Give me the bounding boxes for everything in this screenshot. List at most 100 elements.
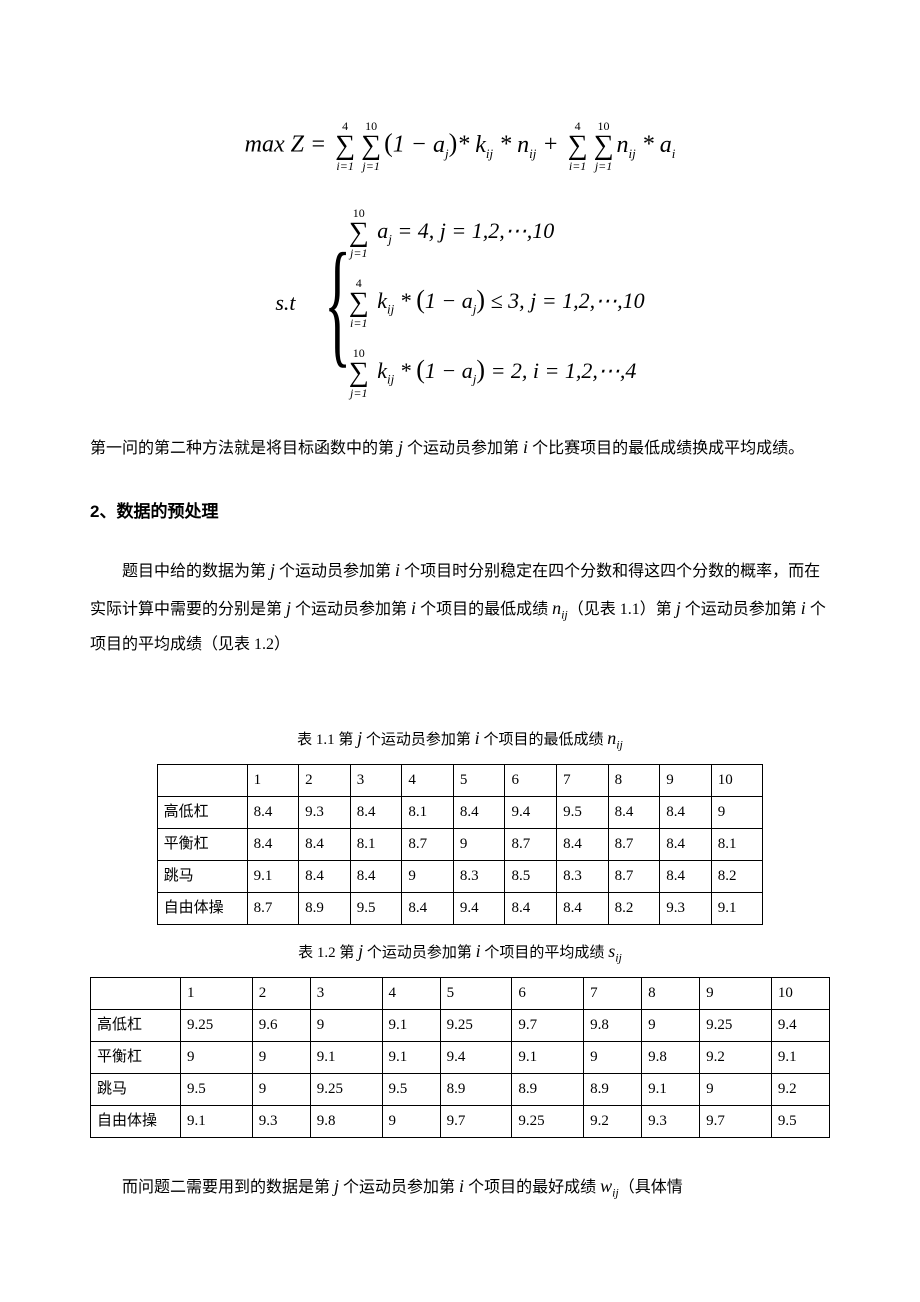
sigma-4: 10 ∑ j=1	[594, 120, 614, 172]
table-header-cell: 4	[382, 977, 440, 1009]
table-header-row: 12345678910	[157, 764, 763, 796]
var-wij: wij	[600, 1176, 619, 1196]
table-header-cell: 1	[247, 764, 299, 796]
table-cell: 8.4	[660, 860, 712, 892]
table-cell: 9.5	[771, 1105, 829, 1137]
table-header-cell	[157, 764, 247, 796]
table-cell: 9.4	[771, 1009, 829, 1041]
row-label: 跳马	[91, 1073, 181, 1105]
constraint-3: 10∑j=1 kij * (1 − aj) = 2, i = 1,2,⋯,4	[346, 347, 637, 399]
table-cell: 9.1	[382, 1041, 440, 1073]
table-row: 自由体操8.78.99.58.49.48.48.48.29.39.1	[157, 892, 763, 924]
row-label: 跳马	[157, 860, 247, 892]
table-cell: 8.4	[299, 860, 351, 892]
row-label: 自由体操	[91, 1105, 181, 1137]
table-row: 高低杠8.49.38.48.18.49.49.58.48.49	[157, 796, 763, 828]
table-header-cell: 5	[453, 764, 505, 796]
table-row: 平衡杠999.19.19.49.199.89.29.1	[91, 1041, 830, 1073]
table-cell: 9	[711, 796, 763, 828]
table-cell: 9.1	[642, 1073, 700, 1105]
table-header-row: 12345678910	[91, 977, 830, 1009]
st-label: s.t	[275, 283, 295, 323]
table-row: 自由体操9.19.39.899.79.259.29.39.79.5	[91, 1105, 830, 1137]
table-cell: 9.2	[584, 1105, 642, 1137]
table-cell: 9.1	[247, 860, 299, 892]
table-cell: 9.1	[711, 892, 763, 924]
row-label: 平衡杠	[157, 828, 247, 860]
table-cell: 9.25	[310, 1073, 382, 1105]
table-header-cell: 3	[310, 977, 382, 1009]
table-cell: 8.4	[660, 796, 712, 828]
table-cell: 9.3	[642, 1105, 700, 1137]
row-label: 高低杠	[157, 796, 247, 828]
table-cell: 9.8	[584, 1009, 642, 1041]
table-cell: 9.1	[181, 1105, 253, 1137]
table-header-cell: 3	[350, 764, 402, 796]
table-cell: 8.4	[505, 892, 557, 924]
table-cell: 8.4	[608, 796, 660, 828]
table-cell: 9.7	[700, 1105, 772, 1137]
row-label: 高低杠	[91, 1009, 181, 1041]
table-cell: 9.5	[181, 1073, 253, 1105]
table-header-cell: 6	[505, 764, 557, 796]
objective-line: max Z = 4 ∑ i=1 10 ∑ j=1 (1 − aj)* kij *…	[90, 120, 830, 172]
table-cell: 9.1	[310, 1041, 382, 1073]
table-header-cell: 2	[252, 977, 310, 1009]
table-cell: 8.9	[299, 892, 351, 924]
table-cell: 9.25	[700, 1009, 772, 1041]
table-header-cell: 10	[771, 977, 829, 1009]
table-cell: 8.4	[557, 828, 609, 860]
table-cell: 9	[382, 1105, 440, 1137]
table-cell: 9.4	[440, 1041, 512, 1073]
table1-caption: 表 1.1 第 j 个运动员参加第 i 个项目的最低成绩 nij	[90, 722, 830, 756]
table-cell: 9	[310, 1009, 382, 1041]
sigma-1: 4 ∑ i=1	[335, 120, 355, 172]
table-cell: 8.7	[608, 828, 660, 860]
table-cell: 9.8	[310, 1105, 382, 1137]
table-header-cell: 2	[299, 764, 351, 796]
table-header-cell: 6	[512, 977, 584, 1009]
table-header-cell	[91, 977, 181, 1009]
constraints-block: s.t { 10∑j=1 aj = 4, j = 1,2,⋯,10 4∑i=1 …	[275, 207, 644, 399]
row-label: 平衡杠	[91, 1041, 181, 1073]
table-header-cell: 8	[608, 764, 660, 796]
para-2: 题目中给的数据为第 j 个运动员参加第 i 个项目时分别稳定在四个分数和得这四个…	[90, 552, 830, 661]
table-cell: 9	[700, 1073, 772, 1105]
sigma-2: 10 ∑ j=1	[361, 120, 381, 172]
table-cell: 8.4	[350, 796, 402, 828]
table-cell: 9.3	[299, 796, 351, 828]
table-cell: 8.9	[440, 1073, 512, 1105]
table-header-cell: 7	[557, 764, 609, 796]
table-cell: 9.5	[557, 796, 609, 828]
table-cell: 8.1	[402, 796, 454, 828]
para-1: 第一问的第二种方法就是将目标函数中的第 j 个运动员参加第 i 个比赛项目的最低…	[90, 429, 830, 467]
table-cell: 9.25	[512, 1105, 584, 1137]
table-cell: 8.4	[453, 796, 505, 828]
table-cell: 8.4	[247, 828, 299, 860]
table-cell: 9.4	[453, 892, 505, 924]
table-cell: 8.4	[247, 796, 299, 828]
constraint-2: 4∑i=1 kij * (1 − aj) ≤ 3, j = 1,2,⋯,10	[346, 277, 645, 329]
table-cell: 9	[453, 828, 505, 860]
table-row: 跳马9.599.259.58.98.98.99.199.2	[91, 1073, 830, 1105]
table-cell: 9.2	[700, 1041, 772, 1073]
table-row: 平衡杠8.48.48.18.798.78.48.78.48.1	[157, 828, 763, 860]
table-cell: 9.6	[252, 1009, 310, 1041]
table-cell: 9.4	[505, 796, 557, 828]
table-cell: 8.4	[402, 892, 454, 924]
table-cell: 8.7	[247, 892, 299, 924]
table-header-cell: 7	[584, 977, 642, 1009]
table-cell: 9	[584, 1041, 642, 1073]
table-cell: 8.3	[453, 860, 505, 892]
table-header-cell: 10	[711, 764, 763, 796]
table-cell: 8.5	[505, 860, 557, 892]
table-cell: 8.4	[557, 892, 609, 924]
sigma-3: 4 ∑ i=1	[568, 120, 588, 172]
table-cell: 8.4	[660, 828, 712, 860]
table-cell: 8.1	[350, 828, 402, 860]
table-cell: 8.7	[608, 860, 660, 892]
para-3: 而问题二需要用到的数据是第 j 个运动员参加第 i 个项目的最好成绩 wij（具…	[90, 1168, 830, 1206]
table-header-cell: 9	[660, 764, 712, 796]
table-cell: 8.9	[512, 1073, 584, 1105]
table2-caption: 表 1.2 第 j 个运动员参加第 i 个项目的平均成绩 sij	[90, 935, 830, 969]
